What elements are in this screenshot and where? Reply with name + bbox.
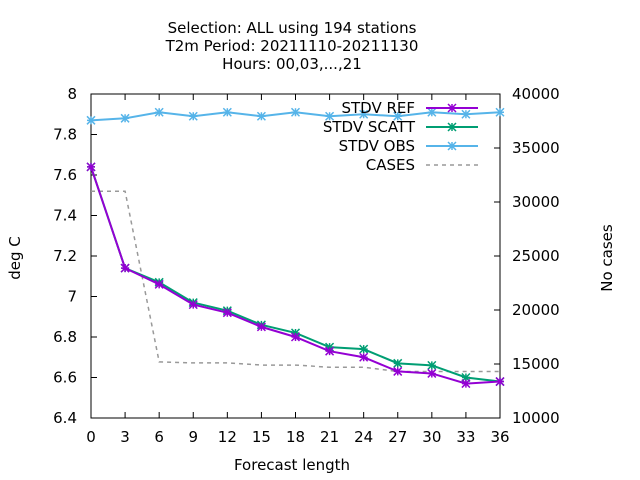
data-point-stdv-scatt [461, 372, 471, 383]
data-point-stdv-obs [427, 107, 437, 117]
data-point-stdv-obs [393, 111, 403, 121]
data-point-stdv-ref [393, 366, 403, 376]
legend-label-stdv-ref: STDV REF [341, 99, 415, 117]
data-point-stdv-ref [256, 322, 266, 332]
legend-label-stdv-scatt: STDV SCATT [323, 118, 416, 136]
series-line-stdv-ref [90, 166, 501, 385]
data-point-stdv-obs [256, 111, 266, 121]
data-point-stdv-ref [427, 368, 437, 378]
data-point-stdv-obs [120, 113, 130, 123]
legend-marker-stdv-scatt [447, 122, 457, 132]
data-point-stdv-obs [359, 109, 369, 119]
x-tick-label: 0 [86, 428, 96, 446]
x-axis-label: Forecast length [234, 456, 350, 474]
x-tick-label: 30 [422, 428, 441, 446]
y-tick-label: 7.8 [53, 126, 77, 144]
y-tick-label: 8 [67, 85, 77, 103]
legend-marker-stdv-obs [447, 141, 457, 151]
data-point-stdv-ref [461, 379, 471, 389]
y-tick-label: 6.6 [53, 369, 77, 387]
y2-tick-label: 35000 [512, 139, 560, 157]
data-point-stdv-obs [154, 107, 164, 117]
data-point-stdv-ref [154, 279, 164, 289]
x-tick-label: 3 [120, 428, 130, 446]
data-point-stdv-scatt [427, 360, 437, 370]
y-tick-label: 7.6 [53, 166, 77, 184]
series-stdv-obs [86, 107, 505, 125]
data-point-stdv-ref [188, 300, 198, 310]
legend-marker-stdv-ref [447, 103, 457, 113]
x-tick-label: 12 [218, 428, 237, 446]
y-tick-label: 7 [67, 288, 77, 306]
title-line-3: Hours: 00,03,...,21 [222, 55, 362, 73]
data-point-stdv-ref [359, 352, 369, 362]
axis-ticks: 0 3 6 9 12 15 18 21 24 27 30 33 366.46.66.877.27.47.… [53, 85, 560, 446]
data-point-stdv-scatt [290, 328, 301, 338]
data-point-stdv-obs [325, 111, 335, 121]
chart-title: Selection: ALL using 194 stations T2m Pe… [165, 19, 419, 73]
data-point-stdv-ref [495, 377, 505, 387]
y-tick-label: 7.4 [53, 207, 77, 225]
data-point-stdv-scatt [359, 344, 369, 354]
x-tick-label: 6 [154, 428, 164, 446]
data-point-stdv-ref [325, 346, 335, 356]
data-point-stdv-ref [86, 162, 96, 172]
x-tick-label: 9 [188, 428, 198, 446]
data-point-stdv-obs [461, 109, 471, 119]
x-tick-label: 27 [388, 428, 407, 446]
plot-area-border [90, 93, 501, 419]
data-point-stdv-ref [290, 332, 301, 342]
x-tick-label: 21 [320, 428, 339, 446]
y2-tick-label: 25000 [512, 247, 560, 265]
y-tick-label: 6.8 [53, 328, 77, 346]
x-tick-label: 18 [286, 428, 305, 446]
y2-axis-label: No cases [598, 224, 616, 292]
series-line-stdv-scatt [90, 166, 501, 383]
legend-label-stdv-obs: STDV OBS [339, 137, 415, 155]
series-layer [86, 107, 505, 389]
legend-label-cases: CASES [366, 156, 415, 174]
x-tick-label: 36 [490, 428, 509, 446]
x-tick-label: 24 [354, 428, 373, 446]
y2-tick-label: 30000 [512, 193, 560, 211]
data-point-stdv-scatt [393, 358, 403, 368]
data-point-stdv-obs [290, 107, 301, 117]
y2-tick-label: 40000 [512, 85, 560, 103]
x-tick-label: 33 [456, 428, 475, 446]
y-tick-label: 7.2 [53, 247, 77, 265]
title-line-1: Selection: ALL using 194 stations [168, 19, 417, 37]
y-tick-label: 6.4 [53, 409, 77, 427]
data-point-stdv-ref [120, 263, 130, 273]
data-point-stdv-obs [86, 115, 96, 125]
y2-tick-label: 10000 [512, 409, 560, 427]
data-point-stdv-obs [188, 111, 198, 121]
data-point-stdv-scatt [325, 342, 335, 352]
y-axis-label: deg C [6, 236, 24, 280]
data-point-stdv-obs [222, 107, 232, 117]
y2-tick-label: 15000 [512, 355, 560, 373]
data-point-stdv-ref [222, 308, 232, 318]
y2-tick-label: 20000 [512, 301, 560, 319]
series-stdv-scatt [86, 162, 505, 387]
title-line-2: T2m Period: 20211110-20211130 [165, 37, 419, 55]
x-tick-label: 15 [252, 428, 271, 446]
data-point-stdv-obs [495, 107, 505, 117]
series-stdv-ref [86, 162, 505, 389]
